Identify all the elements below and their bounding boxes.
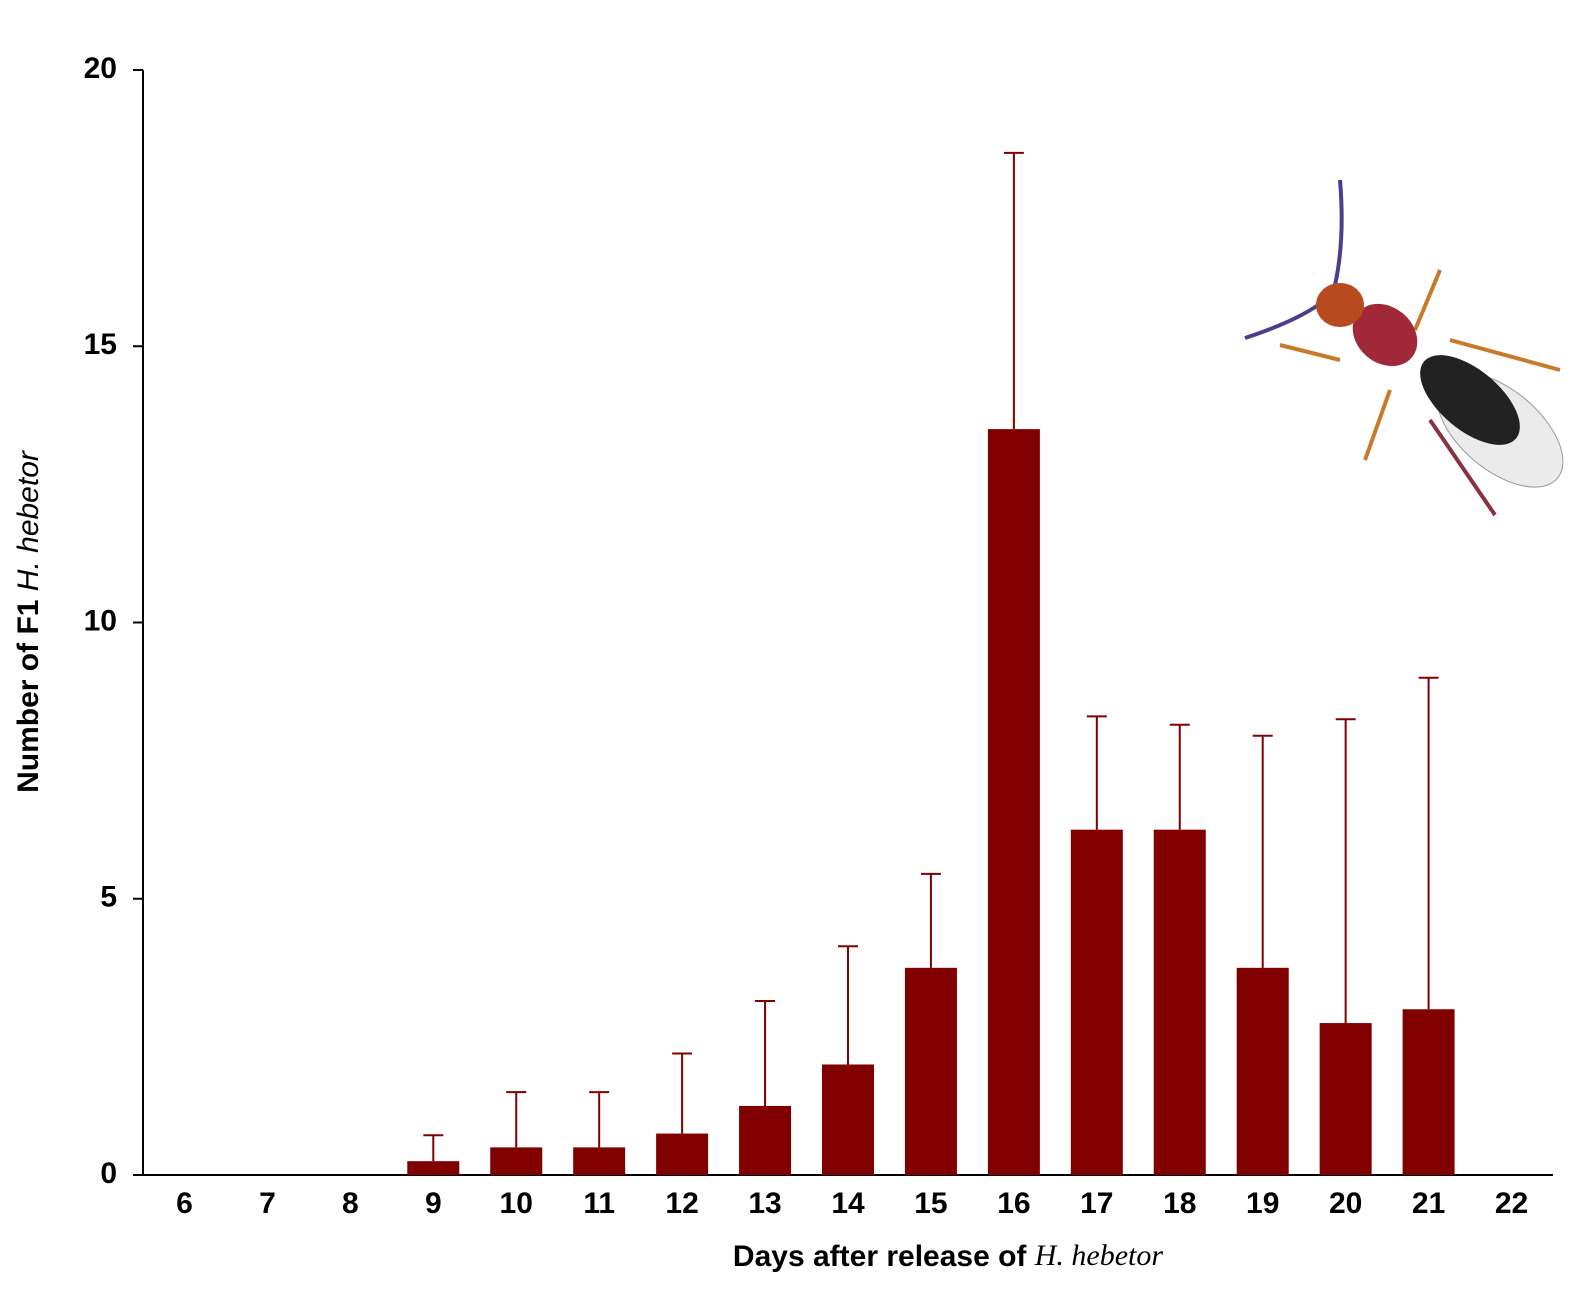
y-tick-label: 15 xyxy=(84,328,117,361)
x-tick-label: 6 xyxy=(176,1187,193,1220)
x-tick-label: 12 xyxy=(665,1187,698,1220)
x-axis-title: Days after release of H. hebetor xyxy=(733,1239,1163,1273)
x-tick-label: 18 xyxy=(1163,1187,1196,1220)
x-tick-label: 14 xyxy=(831,1187,865,1220)
page: {"chart_data": {"type": "bar", "x_label"… xyxy=(0,0,1585,1289)
x-tick-label: 15 xyxy=(914,1187,947,1220)
x-tick-label: 11 xyxy=(583,1187,615,1220)
bar xyxy=(656,1134,708,1175)
bar xyxy=(822,1065,874,1176)
y-tick-label: 10 xyxy=(84,604,117,637)
x-tick-label: 22 xyxy=(1495,1187,1528,1220)
x-tick-label: 19 xyxy=(1246,1187,1279,1220)
bar xyxy=(407,1161,459,1175)
bar xyxy=(1403,1009,1455,1175)
bar xyxy=(490,1147,542,1175)
chart: Days after release of H. hebetor Number … xyxy=(0,0,1585,1289)
x-tick-label: 21 xyxy=(1412,1187,1445,1220)
y-tick-label: 20 xyxy=(84,52,117,85)
x-tick-label: 9 xyxy=(425,1187,442,1220)
x-tick-label: 13 xyxy=(748,1187,781,1220)
y-label: Number of F1 xyxy=(12,600,45,793)
bar xyxy=(739,1106,791,1175)
y-label-species: H. hebetor xyxy=(12,450,45,591)
x-tick-label: 8 xyxy=(342,1187,359,1220)
x-tick-label: 7 xyxy=(259,1187,276,1220)
bar xyxy=(573,1147,625,1175)
x-label-species: H. hebetor xyxy=(1034,1239,1164,1272)
bar xyxy=(1237,968,1289,1175)
x-tick-label: 16 xyxy=(997,1187,1030,1220)
y-axis-title: Number of F1 H. hebetor xyxy=(12,450,45,793)
x-tick-label: 17 xyxy=(1080,1187,1113,1220)
y-tick-label: 0 xyxy=(100,1157,117,1190)
y-tick-label: 5 xyxy=(100,881,117,914)
x-tick-label: 10 xyxy=(500,1187,533,1220)
x-tick-label: 20 xyxy=(1329,1187,1362,1220)
bar xyxy=(988,429,1040,1175)
bar xyxy=(1071,830,1123,1175)
bar xyxy=(1154,830,1206,1175)
x-label: Days after release of xyxy=(733,1240,1028,1273)
wasp-illustration xyxy=(1245,180,1583,515)
bar xyxy=(905,968,957,1175)
bar xyxy=(1320,1023,1372,1175)
